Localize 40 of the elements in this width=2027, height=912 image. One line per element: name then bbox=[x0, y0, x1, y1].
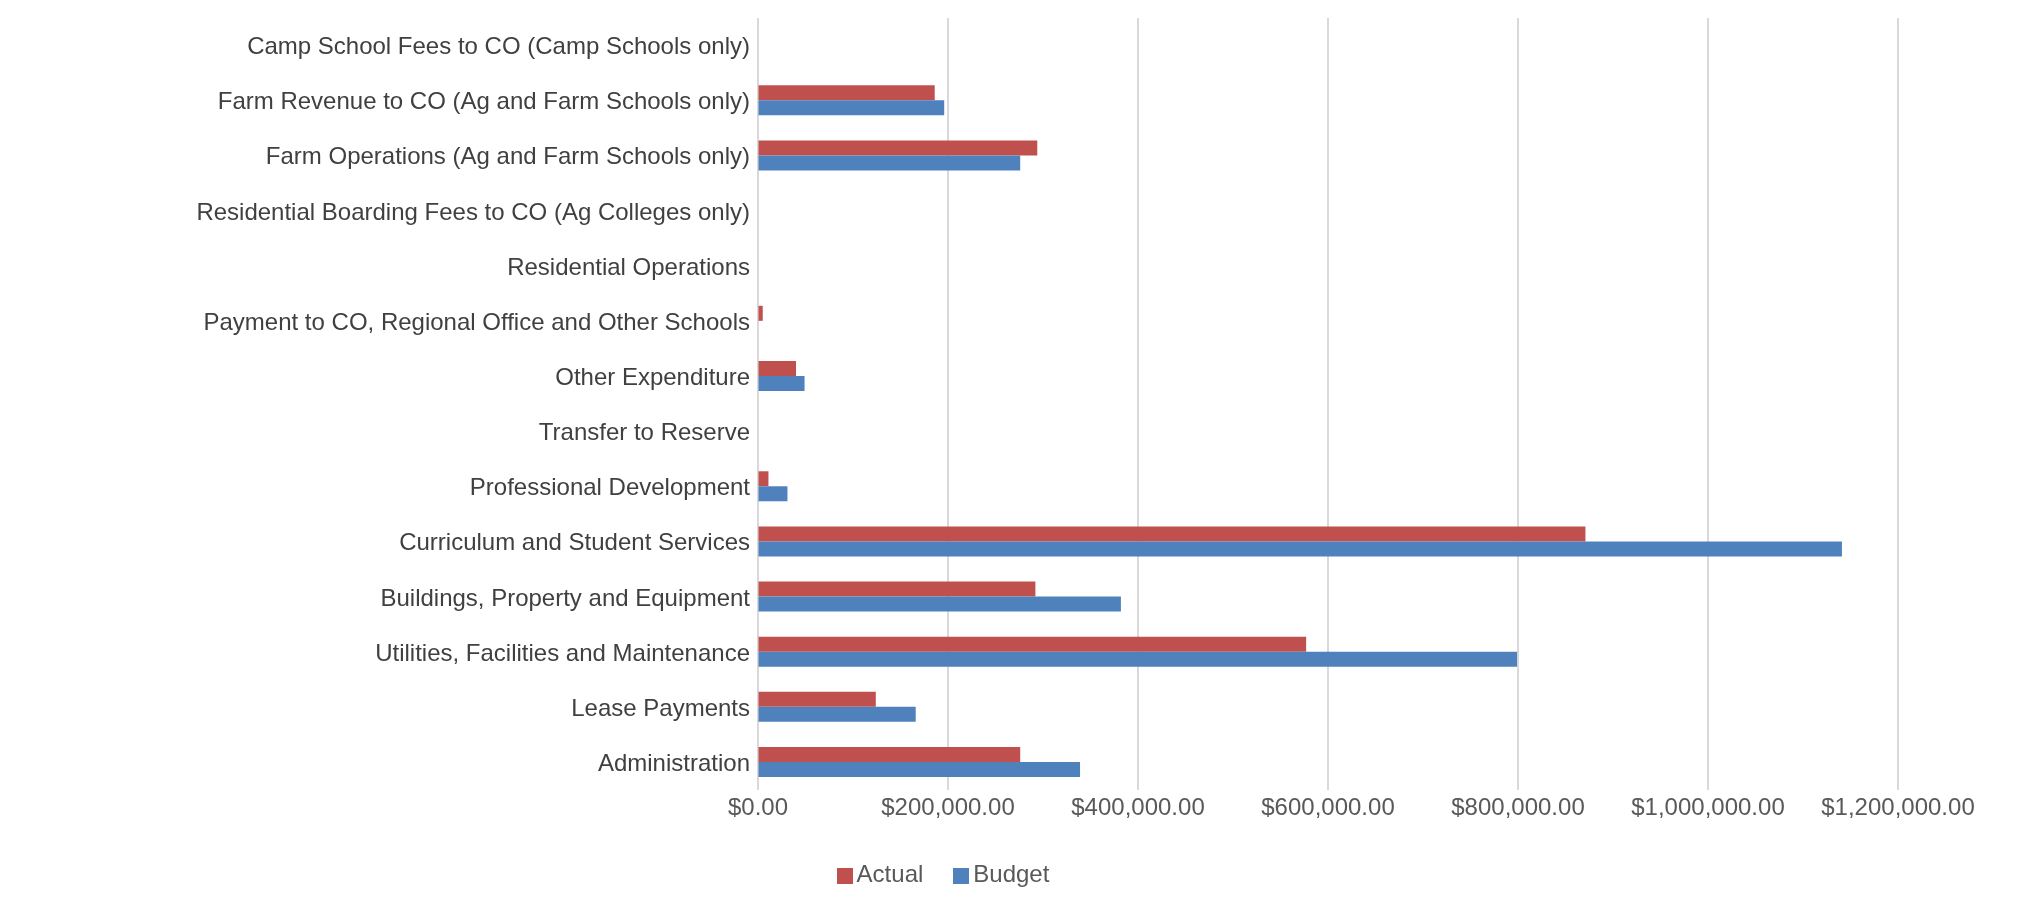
bar bbox=[758, 746, 1021, 762]
x-tick-label: $600,000.00 bbox=[1261, 793, 1395, 821]
y-tick-label: Administration bbox=[597, 748, 750, 776]
bar bbox=[758, 100, 945, 116]
y-tick-label: Other Expenditure bbox=[555, 362, 750, 390]
y-tick-label: Lease Payments bbox=[571, 693, 750, 721]
bar bbox=[758, 706, 916, 722]
y-tick-label: Curriculum and Student Services bbox=[399, 528, 750, 556]
y-tick-label: Farm Revenue to CO (Ag and Farm Schools only) bbox=[217, 87, 750, 115]
x-tick-label: $1,000,000.00 bbox=[1631, 793, 1785, 821]
y-tick-label: Utilities, Facilities and Maintenance bbox=[375, 638, 750, 666]
y-tick-label: Payment to CO, Regional Office and Other Schools bbox=[203, 307, 750, 335]
bar bbox=[758, 85, 935, 101]
bar bbox=[758, 375, 805, 391]
x-tick-label: $200,000.00 bbox=[881, 793, 1015, 821]
legend-label: Actual bbox=[856, 860, 924, 887]
y-tick-label: Transfer to Reserve bbox=[538, 418, 750, 446]
y-tick-label: Professional Development bbox=[469, 473, 751, 501]
y-tick-label: Residential Operations bbox=[507, 252, 750, 280]
bar bbox=[758, 526, 1586, 542]
bar bbox=[758, 155, 1021, 171]
y-tick-label: Camp School Fees to CO (Camp Schools only) bbox=[247, 32, 750, 60]
legend-label: Budget bbox=[973, 860, 1050, 887]
bar bbox=[758, 636, 1307, 652]
bar bbox=[758, 541, 1842, 557]
bar bbox=[758, 360, 796, 376]
bar bbox=[758, 581, 1036, 597]
bar bbox=[758, 761, 1081, 777]
bar bbox=[758, 691, 876, 707]
bar bbox=[758, 596, 1121, 612]
x-tick-label: $800,000.00 bbox=[1451, 793, 1585, 821]
y-tick-label: Residential Boarding Fees to CO (Ag Colleges only) bbox=[196, 197, 750, 225]
bar bbox=[758, 651, 1518, 667]
x-tick-label: $0.00 bbox=[727, 793, 789, 821]
x-tick-label: $400,000.00 bbox=[1071, 793, 1205, 821]
bar bbox=[758, 140, 1038, 156]
y-tick-label: Farm Operations (Ag and Farm Schools only) bbox=[265, 142, 750, 170]
y-tick-label: Buildings, Property and Equipment bbox=[380, 583, 751, 611]
x-tick-label: $1,200,000.00 bbox=[1821, 793, 1975, 821]
bar bbox=[758, 486, 788, 502]
